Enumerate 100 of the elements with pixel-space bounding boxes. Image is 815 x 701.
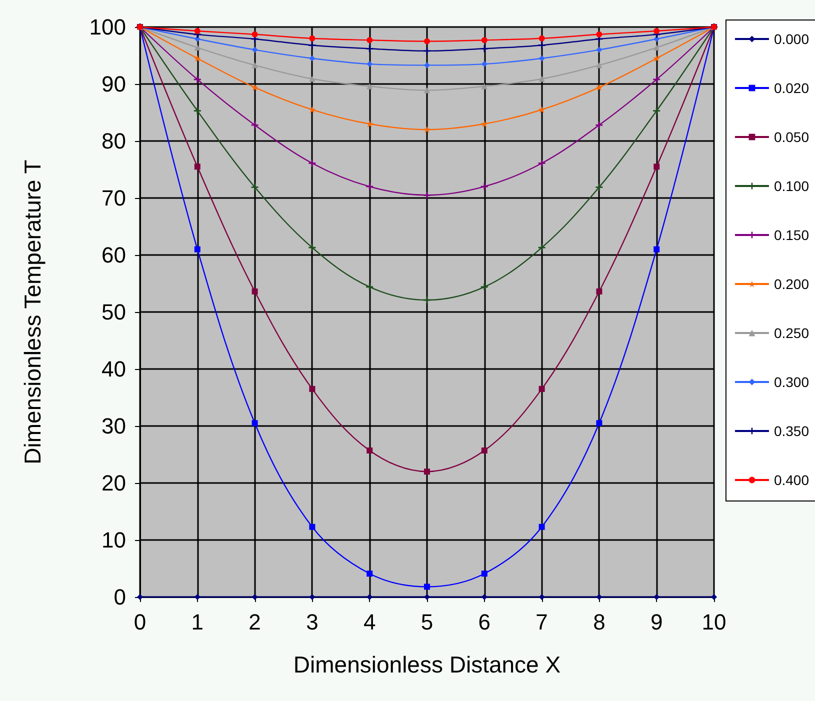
legend-label: 0.020: [774, 80, 810, 96]
point: [596, 46, 602, 53]
y-tick-label: 80: [102, 128, 126, 154]
legend-label: 0.350: [774, 423, 810, 439]
point: [252, 420, 258, 426]
point: [481, 83, 488, 90]
legend-label: 0.250: [774, 325, 810, 341]
point: [596, 62, 602, 68]
point: [366, 183, 374, 190]
point: [654, 28, 660, 34]
y-tick-label: 50: [102, 300, 126, 324]
x-tick-label: 6: [478, 610, 491, 634]
point: [366, 45, 374, 52]
point: [424, 126, 430, 134]
y-tick-label: 40: [102, 356, 126, 382]
point: [309, 76, 316, 82]
point: [366, 448, 373, 454]
point: [308, 106, 316, 114]
point: [424, 584, 430, 590]
point: [596, 420, 602, 426]
point: [480, 283, 488, 290]
x-tick-label: 5: [420, 610, 434, 634]
point: [424, 47, 430, 54]
point: [424, 62, 430, 68]
x-tick-label: 7: [536, 610, 548, 634]
y-tick-label: 10: [102, 528, 126, 552]
x-tick-label: 0: [134, 610, 146, 634]
point: [366, 283, 374, 290]
y-tick-label: 60: [102, 242, 126, 268]
point: [252, 31, 258, 38]
point: [194, 54, 201, 62]
point: [252, 288, 258, 294]
legend-label: 0.400: [774, 472, 810, 488]
point: [480, 45, 488, 52]
point: [596, 594, 602, 600]
point: [252, 594, 258, 600]
point: [308, 42, 316, 49]
point: [654, 246, 660, 252]
point: [654, 44, 660, 51]
x-tick-label: 4: [363, 610, 376, 634]
legend-label: 0.150: [774, 227, 810, 243]
x-tick-label: 2: [248, 610, 261, 634]
point: [194, 44, 200, 51]
point: [424, 38, 430, 44]
point: [538, 76, 545, 82]
y-tick-label: 100: [89, 14, 126, 40]
point: [653, 107, 660, 114]
y-axis-title: Dimensionless Temperature T: [20, 160, 46, 464]
point: [252, 62, 258, 68]
y-tick-label: 0: [114, 584, 126, 610]
point: [481, 61, 488, 68]
y-tick-label: 70: [102, 186, 126, 210]
point: [194, 76, 201, 83]
x-axis-title: Dimensionless Distance X: [293, 652, 561, 678]
point: [194, 164, 200, 170]
point: [366, 570, 373, 577]
point: [654, 164, 660, 170]
point: [424, 594, 430, 600]
point: [366, 83, 373, 90]
point: [538, 244, 546, 252]
legend-label: 0.300: [774, 374, 810, 390]
y-tick-label: 20: [102, 470, 126, 496]
point: [711, 594, 717, 600]
point: [653, 54, 660, 62]
point: [309, 35, 316, 42]
x-tick-label: 3: [306, 610, 318, 634]
point: [538, 42, 546, 49]
point: [137, 594, 143, 600]
point: [424, 468, 430, 475]
point: [252, 46, 258, 53]
point: [481, 570, 488, 577]
point: [538, 594, 545, 600]
y-tick-label: 90: [102, 72, 126, 96]
point: [538, 524, 545, 530]
point: [596, 288, 602, 294]
point: [309, 594, 316, 600]
point: [309, 55, 316, 62]
point: [424, 87, 430, 94]
point: [596, 31, 602, 38]
point: [366, 61, 373, 68]
point: [194, 107, 201, 114]
point: [251, 122, 258, 129]
point: [366, 120, 374, 128]
point: [308, 244, 316, 252]
point: [538, 386, 545, 392]
point: [251, 184, 258, 191]
x-tick-label: 1: [191, 610, 204, 634]
legend-label: 0.200: [774, 276, 810, 292]
point: [194, 246, 200, 252]
point: [308, 160, 316, 167]
point: [194, 28, 200, 34]
point: [309, 524, 316, 530]
x-tick-label: 10: [702, 610, 726, 634]
legend-label: 0.000: [774, 31, 810, 47]
legend-label: 0.100: [774, 178, 810, 194]
x-tick-label: 9: [650, 610, 663, 634]
point: [481, 448, 488, 454]
point: [480, 183, 488, 190]
x-tick-label: 8: [593, 610, 606, 634]
point: [309, 386, 316, 392]
